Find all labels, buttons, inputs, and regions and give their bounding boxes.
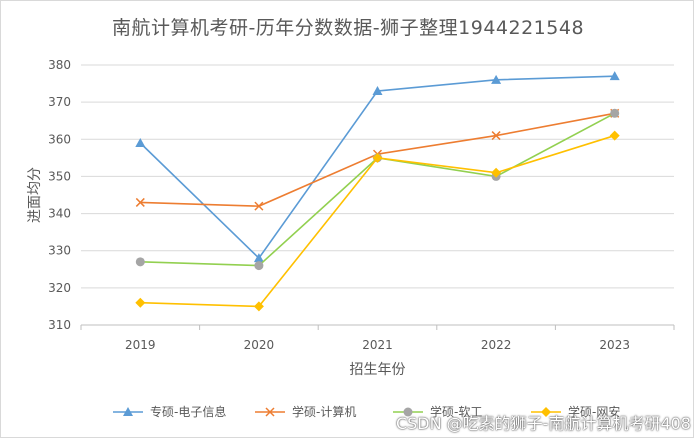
data-point <box>609 71 620 81</box>
data-point <box>491 74 502 84</box>
x-tick-label: 2021 <box>362 338 393 352</box>
data-point <box>253 301 264 312</box>
x-tick-label: 2022 <box>481 338 512 352</box>
data-point <box>610 108 620 118</box>
legend-label: 学硕-软工 <box>430 404 482 419</box>
data-point <box>372 86 383 95</box>
legend-label: 专硕-电子信息 <box>150 404 226 419</box>
y-tick-label: 350 <box>48 169 71 183</box>
data-point <box>491 167 502 178</box>
legend-marker <box>123 407 133 416</box>
y-axis-title: 进面均分 <box>27 167 43 223</box>
chart-title: 南航计算机考研-历年分数数据-狮子整理1944221548 <box>111 17 585 39</box>
legend-marker <box>403 407 413 417</box>
series-line <box>140 112 616 267</box>
legend-label: 学硕-网安 <box>568 404 620 419</box>
series-line <box>139 75 615 260</box>
data-point <box>135 297 146 308</box>
x-axis-title: 招生年份 <box>350 362 406 378</box>
data-point <box>609 130 620 141</box>
y-tick-label: 360 <box>48 132 71 146</box>
data-point <box>491 131 501 141</box>
legend-marker <box>265 407 275 417</box>
y-tick-label: 340 <box>48 207 71 221</box>
x-tick-label: 2023 <box>599 338 630 352</box>
data-point <box>135 197 145 207</box>
data-point <box>372 152 383 163</box>
x-tick-label: 2020 <box>244 338 275 352</box>
data-point <box>135 138 146 147</box>
x-tick-label: 2019 <box>125 338 156 352</box>
data-point <box>254 201 264 211</box>
y-tick-label: 320 <box>48 281 71 295</box>
watermark-text: CSDN @吃素的狮子-南航计算机考研408 <box>395 414 691 433</box>
data-point <box>254 261 264 271</box>
legend-marker <box>541 407 551 417</box>
y-tick-label: 310 <box>48 318 71 332</box>
legend-label: 学硕-计算机 <box>292 404 356 419</box>
y-tick-label: 380 <box>48 58 71 72</box>
y-tick-label: 370 <box>48 95 71 109</box>
y-tick-label: 330 <box>48 244 71 258</box>
data-point <box>135 257 145 267</box>
data-point <box>253 253 264 263</box>
